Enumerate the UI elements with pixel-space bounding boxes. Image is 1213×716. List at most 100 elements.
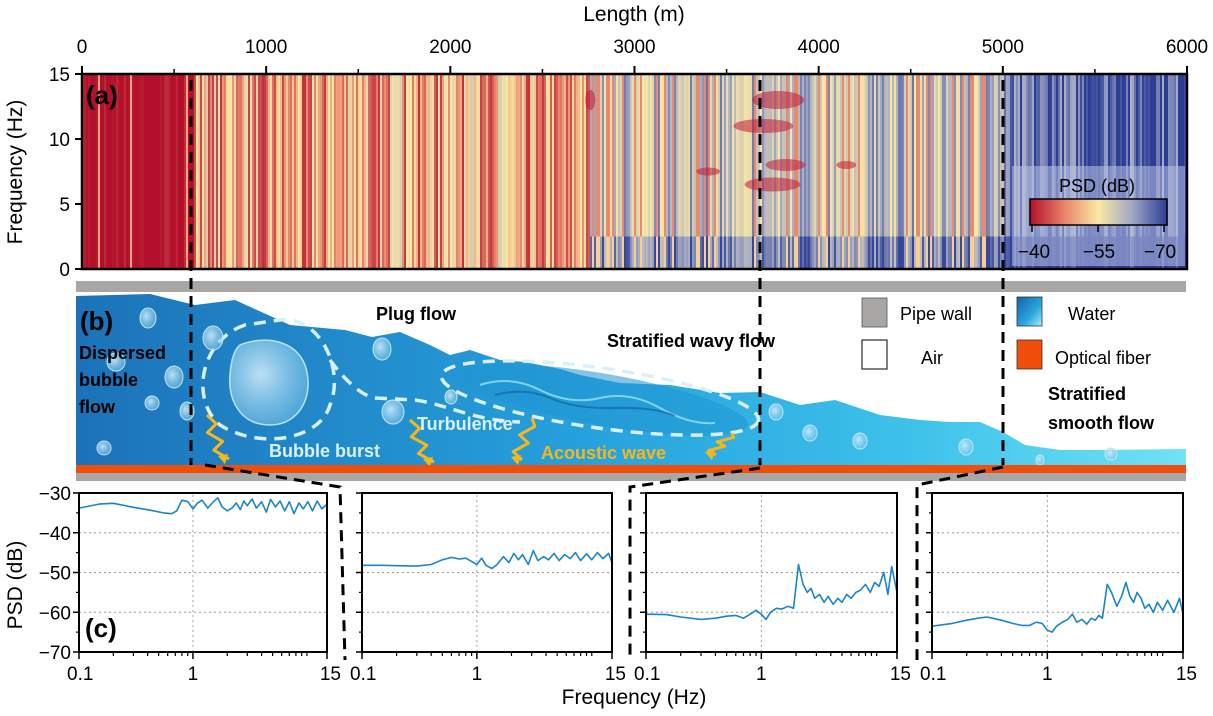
heatmap-column [574,74,577,269]
heatmap-column [844,74,847,269]
heatmap-low-band [776,236,779,269]
heatmap-low-band [644,236,647,269]
heatmap-column [90,74,93,269]
heatmap-column [196,74,199,269]
heatmap-hotspot [744,177,801,192]
heatmap-low-band [948,236,951,269]
heatmap-column [436,74,439,269]
bubble [381,399,405,425]
heatmap-column [360,74,363,269]
heatmap-low-band [698,236,701,269]
heatmap-column [524,74,527,269]
heatmap-column [264,74,267,269]
heatmap-low-band [594,236,597,269]
heatmap-column [432,74,435,269]
heatmap-column [724,74,727,269]
heatmap-column [536,74,539,269]
bubble [768,403,784,421]
heatmap-low-band [922,236,925,269]
heatmap-low-band [710,236,713,269]
heatmap-column [242,74,245,269]
heatmap-column [390,74,393,269]
heatmap-column [128,74,131,269]
legend-label-air: Air [921,348,943,368]
heatmap-low-band [682,236,685,269]
heatmap-column [848,74,851,269]
panel-c-psd-plots: −30−40−50−60−700.1 1 15 0.1 1 15 0.1 1 15 0.1 1 15 … [4,484,1197,709]
heatmap-column [280,74,283,269]
heatmap-column [818,74,821,269]
bubble [444,389,458,405]
heatmap-column [494,74,497,269]
heatmap-column [146,74,149,269]
bubble [1104,447,1118,461]
heatmap-column [138,74,141,269]
heatmap-column [172,74,175,269]
heatmap-column [686,74,689,269]
heatmap-column [882,74,885,269]
heatmap-low-band [748,236,751,269]
panel-tag-c: (c) [85,613,117,643]
heatmap-column [820,74,823,269]
heatmap-column [362,74,365,269]
heatmap-column [906,74,909,269]
heatmap-low-band [768,236,771,269]
y-tick-label: −60 [39,603,71,624]
heatmap-column [860,74,863,269]
turbulence-vortex [462,364,748,436]
heatmap-low-band [806,236,809,269]
heatmap-low-band [816,236,819,269]
heatmap-column [396,74,399,269]
heatmap-column [802,74,805,269]
heatmap-column [568,74,571,269]
heatmap-column [412,74,415,269]
heatmap-low-band [650,236,653,269]
heatmap-column [1008,74,1011,269]
heatmap-column [664,74,667,269]
heatmap-column [296,74,299,269]
psd-line [362,549,613,570]
heatmap-column [482,74,485,269]
heatmap-column [442,74,445,269]
heatmap-low-band [812,236,815,269]
annotation-bubble-burst: Bubble burst [269,441,380,461]
heatmap-column [358,74,361,269]
acoustic-wave-arrow [511,417,537,462]
heatmap-column [202,74,205,269]
heatmap-column [806,74,809,269]
heatmap-low-band [896,236,899,269]
heatmap-column [946,74,949,269]
heatmap-column [732,74,735,269]
heatmap-column [870,74,873,269]
heatmap-column [928,74,931,269]
heatmap-column [800,74,803,269]
heatmap-column [578,74,581,269]
heatmap-column [672,74,675,269]
heatmap-low-band [696,236,699,269]
x-tick-label: 15 [1176,664,1197,685]
heatmap-column [854,74,857,269]
heatmap-column [752,74,755,269]
x-tick-label: 1 [472,664,483,685]
heatmap-column [306,74,309,269]
heatmap-column [132,74,135,269]
x-tick-label: 15 [605,664,626,685]
heatmap-column [438,74,441,269]
heatmap-column [140,74,143,269]
heatmap-column [374,74,377,269]
heatmap-low-band [874,236,877,269]
heatmap-low-band [950,236,953,269]
heatmap-column [258,74,261,269]
heatmap-column [94,74,97,269]
heatmap-column [856,74,859,269]
heatmap-column [350,74,353,269]
heatmap-low-band [724,236,727,269]
heatmap-low-band [754,236,757,269]
heatmap-low-band [660,236,663,269]
heatmap-low-band [962,236,965,269]
heatmap-column [234,74,237,269]
heatmap-low-band [906,236,909,269]
heatmap-low-band [940,236,943,269]
heatmap-low-band [692,236,695,269]
heatmap-column [646,74,649,269]
